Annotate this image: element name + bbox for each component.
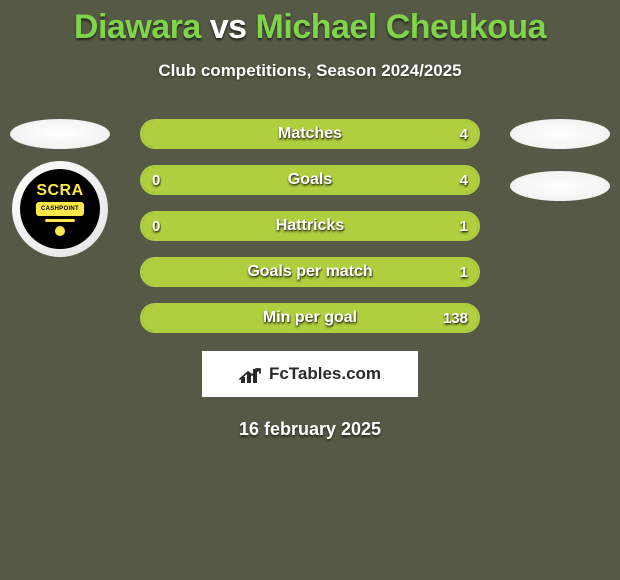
team-logo-placeholder <box>510 119 610 149</box>
title-player1: Diawara <box>74 8 201 46</box>
stat-label: Matches <box>142 121 478 147</box>
stat-row: Matches4 <box>140 119 480 149</box>
fctables-label: FcTables.com <box>269 364 381 384</box>
stat-label: Hattricks <box>142 213 478 239</box>
stat-value-right: 1 <box>460 213 468 239</box>
stat-row: Hattricks0 1 <box>140 211 480 241</box>
stat-value-left: 0 <box>152 213 160 239</box>
fctables-icon <box>239 365 263 383</box>
fctables-watermark: FcTables.com <box>202 351 418 397</box>
stat-row: Goals per match1 <box>140 257 480 287</box>
stat-value-right: 1 <box>460 259 468 285</box>
stat-label: Min per goal <box>142 305 478 331</box>
stat-value-right: 138 <box>443 305 468 331</box>
stat-row: Goals0 4 <box>140 165 480 195</box>
right-team-col <box>510 119 610 223</box>
team-logo-placeholder <box>10 119 110 149</box>
page-title: Diawara vs Michael Cheukoua <box>0 0 620 47</box>
scra-logo-text: SCRA <box>36 182 83 200</box>
scra-logo: SCRA CASHPOINT <box>12 161 108 257</box>
subtitle: Club competitions, Season 2024/2025 <box>0 61 620 81</box>
stat-label: Goals <box>142 167 478 193</box>
title-player2: Michael Cheukoua <box>256 8 547 46</box>
stat-value-right: 4 <box>460 167 468 193</box>
stat-row: Min per goal138 <box>140 303 480 333</box>
stat-value-right: 4 <box>460 121 468 147</box>
stat-value-left: 0 <box>152 167 160 193</box>
stat-label: Goals per match <box>142 259 478 285</box>
comparison-bars: Matches4Goals04Hattricks01Goals per matc… <box>140 119 480 333</box>
comparison-area: SCRA CASHPOINT Matches4Goals04Hattricks0… <box>0 119 620 440</box>
title-vs: vs <box>201 8 256 46</box>
left-team-col: SCRA CASHPOINT <box>10 119 110 257</box>
date-label: 16 february 2025 <box>0 419 620 440</box>
team-logo-placeholder <box>510 171 610 201</box>
scra-logo-accent: CASHPOINT <box>41 206 79 212</box>
